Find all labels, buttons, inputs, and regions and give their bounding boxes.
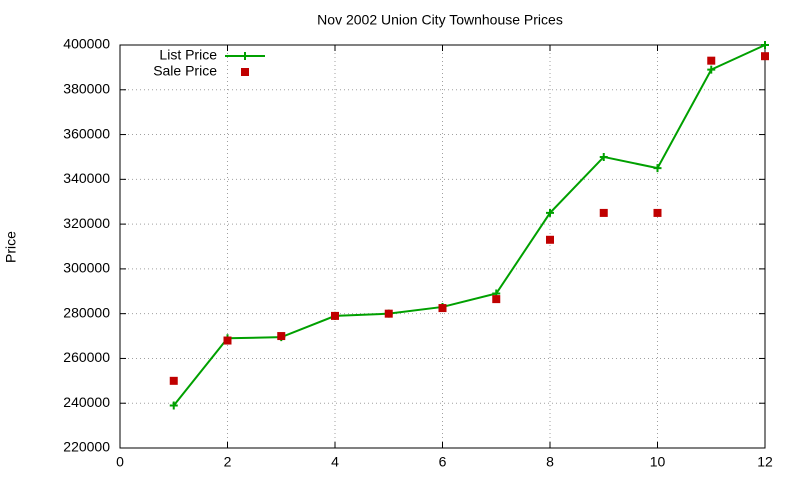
y-tick-label: 280000 (63, 304, 110, 320)
point (546, 235, 554, 244)
y-tick-label: 400000 (63, 36, 110, 52)
point (653, 208, 662, 217)
point (223, 336, 232, 345)
point (277, 332, 286, 341)
point (653, 164, 662, 173)
y-tick-label: 260000 (63, 349, 110, 365)
y-tick-label: 220000 (63, 439, 110, 455)
legend-label: Sale Price (153, 63, 217, 79)
point (599, 208, 608, 217)
legend-label: List Price (159, 47, 217, 63)
y-tick-label: 300000 (63, 260, 110, 276)
legend-marker (241, 68, 249, 76)
point (492, 295, 501, 304)
plot-border (119, 44, 766, 449)
point (761, 41, 769, 49)
x-tick-label: 8 (546, 454, 554, 470)
x-tick-label: 4 (331, 454, 339, 470)
y-tick-label: 240000 (63, 394, 110, 410)
y-tick-label: 380000 (63, 80, 110, 96)
chart-title: Nov 2002 Union City Townhouse Prices (317, 12, 563, 28)
point (546, 208, 554, 217)
x-tick-label: 2 (224, 454, 232, 470)
point (438, 304, 447, 313)
x-tick-label: 10 (650, 454, 666, 470)
point (761, 52, 769, 61)
point (707, 56, 716, 65)
point (169, 401, 178, 410)
point (707, 65, 716, 74)
x-tick-label: 6 (439, 454, 447, 470)
legend-marker (241, 52, 249, 60)
y-tick-label: 360000 (63, 125, 110, 141)
point (384, 309, 393, 318)
point (599, 152, 608, 161)
series-line (172, 44, 766, 407)
y-axis-label: Price (3, 231, 19, 263)
point (169, 376, 178, 385)
y-tick-label: 320000 (63, 215, 110, 231)
x-tick-label: 0 (116, 454, 124, 470)
x-tick-label: 12 (757, 454, 773, 470)
point (331, 311, 339, 320)
y-tick-label: 340000 (63, 170, 110, 186)
